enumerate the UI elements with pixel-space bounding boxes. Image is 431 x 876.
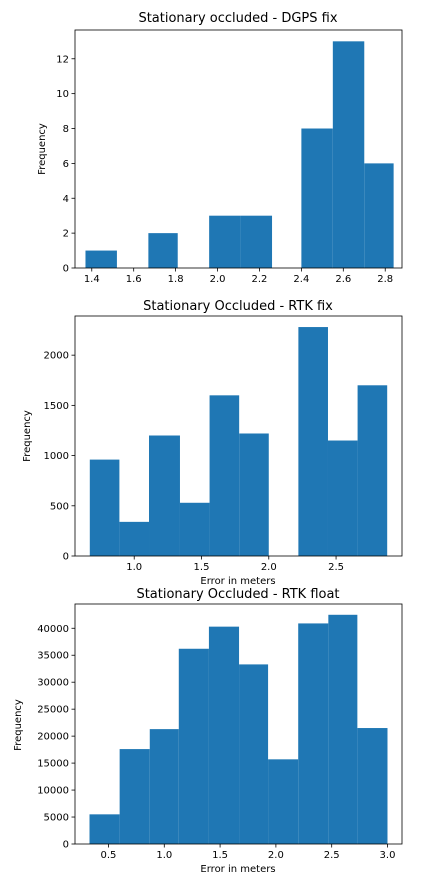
y-tick-label: 2	[63, 229, 69, 240]
x-tick-label: 2.4	[293, 274, 309, 285]
y-tick-label: 8	[63, 124, 69, 135]
y-tick-label: 5000	[44, 813, 69, 824]
y-axis-label: Frequency	[22, 410, 33, 462]
x-tick-label: 2.5	[324, 850, 340, 861]
chart-title: Stationary occluded - DGPS fix	[138, 11, 337, 26]
chart-rtk-fix: Stationary Occluded - RTK fix Frequency …	[22, 299, 403, 587]
histogram-bar-0	[89, 814, 120, 844]
x-tick-label: 2.6	[335, 274, 351, 285]
histogram-bar-3	[179, 502, 210, 556]
histogram-bar-2	[148, 233, 178, 268]
plot-frame	[74, 29, 403, 269]
x-tick-label: 2.0	[268, 850, 284, 861]
y-tick-label: 2000	[44, 351, 69, 362]
histogram-bar-8	[328, 614, 358, 844]
histogram-bar-2	[149, 435, 180, 556]
histogram-bar-1	[119, 749, 150, 844]
histogram-bar-9	[364, 163, 394, 268]
x-tick-label: 1.4	[84, 274, 100, 285]
x-tick-label: 2.5	[328, 562, 344, 573]
y-tick-label: 1000	[44, 451, 69, 462]
histogram-bar-9	[357, 728, 388, 844]
plot-frame	[74, 315, 403, 557]
y-tick-label: 15000	[37, 759, 69, 770]
x-tick-label: 2.0	[210, 274, 226, 285]
histogram-bar-5	[239, 433, 269, 556]
y-tick-label: 25000	[37, 705, 69, 716]
x-tick-label: 3.0	[380, 850, 396, 861]
histogram-bar-0	[85, 250, 117, 268]
y-tick-label: 0	[63, 264, 69, 275]
histogram-bar-8	[327, 440, 358, 556]
x-tick-label: 2.8	[377, 274, 393, 285]
histogram-bar-4	[208, 626, 240, 844]
histogram-bar-2	[149, 729, 179, 844]
histogram-bar-7	[298, 327, 328, 556]
histogram-bar-6	[268, 759, 299, 844]
x-tick-label: 1.5	[212, 850, 228, 861]
y-tick-label: 6	[63, 159, 69, 170]
x-tick-label: 2.2	[252, 274, 268, 285]
x-tick-label: 1.0	[156, 850, 172, 861]
y-tick-label: 10	[56, 89, 69, 100]
x-tick-label: 2.0	[261, 562, 277, 573]
chart-dgps-fix: Stationary occluded - DGPS fix Frequency…	[37, 11, 403, 285]
chart-rtk-float: Stationary Occluded - RTK float Frequenc…	[13, 587, 403, 875]
x-tick-label: 0.5	[101, 850, 117, 861]
plot-frame	[74, 603, 403, 845]
y-tick-label: 10000	[37, 786, 69, 797]
x-tick-label: 1.6	[126, 274, 142, 285]
x-axis-label: Error in meters	[200, 576, 275, 587]
histogram-bar-1	[119, 521, 150, 556]
histogram-bar-5	[239, 664, 269, 844]
histogram-bar-0	[89, 459, 120, 556]
y-tick-label: 0	[63, 552, 69, 563]
histogram-bar-5	[240, 215, 273, 268]
x-tick-label: 1.5	[194, 562, 210, 573]
y-tick-label: 40000	[37, 624, 69, 635]
y-tick-label: 35000	[37, 651, 69, 662]
y-tick-label: 4	[63, 194, 69, 205]
y-tick-label: 1500	[44, 401, 69, 412]
y-axis-label: Frequency	[37, 123, 48, 175]
histogram-bar-9	[357, 385, 388, 556]
histogram-bar-4	[209, 395, 240, 556]
y-tick-label: 500	[50, 501, 69, 512]
histogram-bar-4	[209, 215, 241, 268]
y-tick-label: 0	[63, 840, 69, 851]
histogram-bar-3	[178, 648, 209, 844]
x-tick-label: 1.0	[126, 562, 142, 573]
y-tick-label: 30000	[37, 678, 69, 689]
y-tick-label: 12	[56, 54, 69, 65]
histogram-bar-8	[332, 41, 365, 268]
chart-title: Stationary Occluded - RTK fix	[143, 299, 333, 314]
chart-title: Stationary Occluded - RTK float	[136, 587, 339, 602]
y-tick-label: 20000	[37, 732, 69, 743]
histogram-bar-7	[298, 623, 329, 844]
x-tick-label: 1.8	[168, 274, 184, 285]
x-axis-label: Error in meters	[200, 864, 275, 875]
histogram-bar-7	[301, 128, 333, 268]
y-axis-label: Frequency	[13, 699, 24, 751]
